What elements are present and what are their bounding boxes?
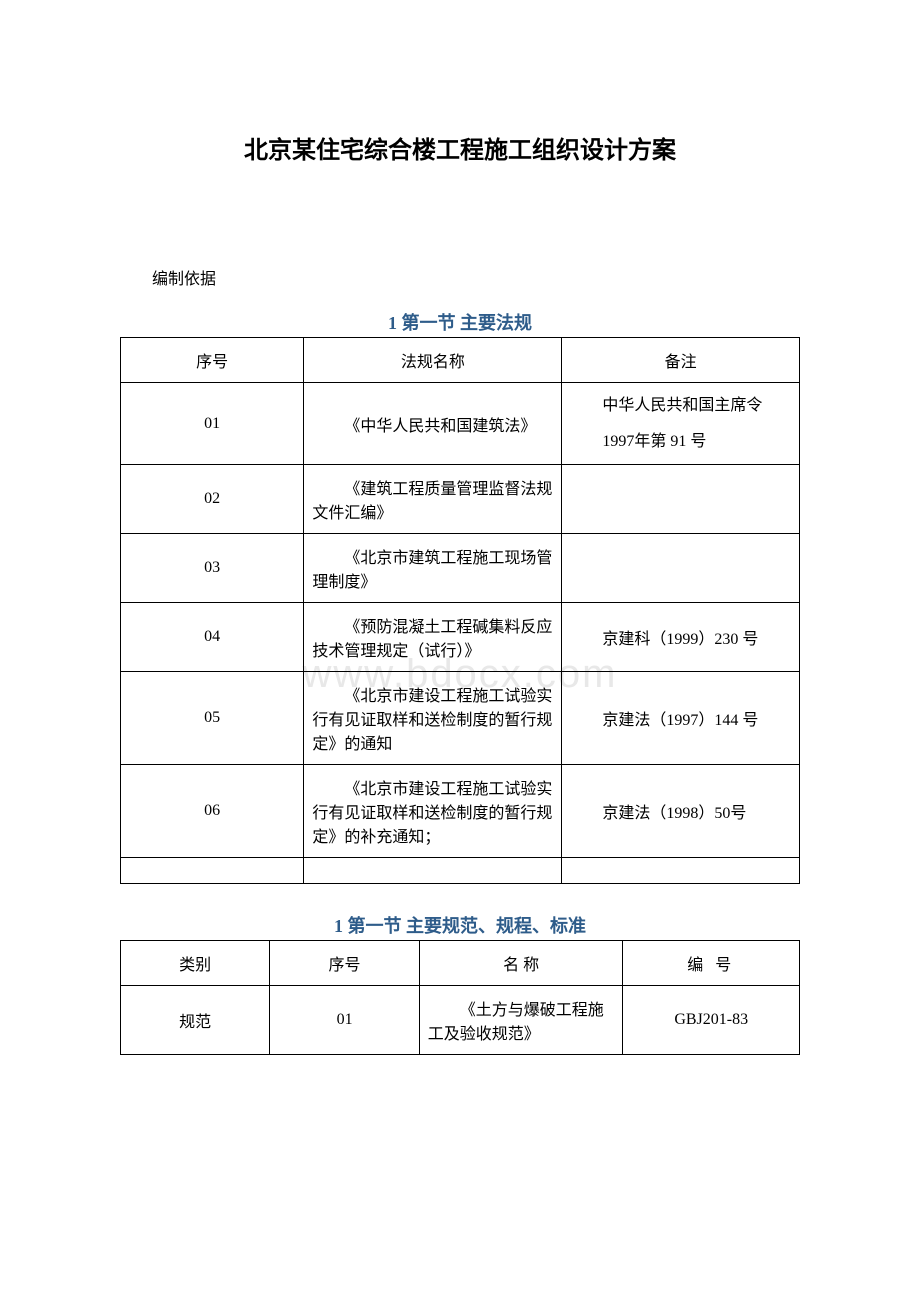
table-header-row: 序号 法规名称 备注 [121, 338, 800, 383]
cell-no: 06 [121, 765, 304, 858]
note-line2: 1997年第 91 号 [570, 429, 791, 455]
cell-no: 01 [270, 986, 419, 1055]
empty-cell [304, 858, 562, 884]
cell-note: 京建法（1998）50号 [562, 765, 800, 858]
table-header-row: 类别 序号 名 称 编 号 [121, 941, 800, 986]
cell-name: 《预防混凝土工程碱集料反应技术管理规定（试行）》 [304, 603, 562, 672]
cell-name: 《土方与爆破工程施工及验收规范》 [419, 986, 623, 1055]
table-row: 03 《北京市建筑工程施工现场管理制度》 [121, 534, 800, 603]
table-row: 规范 01 《土方与爆破工程施工及验收规范》 GBJ201-83 [121, 986, 800, 1055]
document-title: 北京某住宅综合楼工程施工组织设计方案 [120, 130, 800, 165]
header-no: 序号 [121, 338, 304, 383]
regulations-table: 序号 法规名称 备注 01 《中华人民共和国建筑法》 中华人民共和国主席令 19… [120, 337, 800, 884]
cell-no: 02 [121, 465, 304, 534]
table-row: 05 《北京市建设工程施工试验实行有见证取样和送检制度的暂行规定》的通知 京建法… [121, 672, 800, 765]
cell-note: 中华人民共和国主席令 1997年第 91 号 [562, 383, 800, 465]
cell-note [562, 534, 800, 603]
cell-no: 05 [121, 672, 304, 765]
section2-heading: 1 第一节 主要规范、规程、标准 [120, 912, 800, 938]
cell-no: 03 [121, 534, 304, 603]
header-category: 类别 [121, 941, 270, 986]
empty-cell [121, 858, 304, 884]
page-content: 北京某住宅综合楼工程施工组织设计方案 编制依据 1 第一节 主要法规 序号 法规… [120, 130, 800, 1055]
cell-no: 01 [121, 383, 304, 465]
document-subtitle: 编制依据 [120, 265, 800, 289]
cell-note [562, 465, 800, 534]
header-name: 名 称 [419, 941, 623, 986]
cell-code: GBJ201-83 [623, 986, 800, 1055]
cell-name: 《中华人民共和国建筑法》 [304, 383, 562, 465]
cell-name: 《建筑工程质量管理监督法规文件汇编》 [304, 465, 562, 534]
cell-category: 规范 [121, 986, 270, 1055]
cell-name: 《北京市建设工程施工试验实行有见证取样和送检制度的暂行规定》的通知 [304, 672, 562, 765]
section1-heading: 1 第一节 主要法规 [120, 309, 800, 335]
table-row: 01 《中华人民共和国建筑法》 中华人民共和国主席令 1997年第 91 号 [121, 383, 800, 465]
cell-name: 《北京市建设工程施工试验实行有见证取样和送检制度的暂行规定》的补充通知； [304, 765, 562, 858]
table-row-empty [121, 858, 800, 884]
note-line1: 中华人民共和国主席令 [570, 393, 791, 419]
standards-table: 类别 序号 名 称 编 号 规范 01 《土方与爆破工程施工及验收规范》 GBJ… [120, 940, 800, 1055]
cell-name: 《北京市建筑工程施工现场管理制度》 [304, 534, 562, 603]
header-no: 序号 [270, 941, 419, 986]
table-row: 04 《预防混凝土工程碱集料反应技术管理规定（试行）》 京建科（1999）230… [121, 603, 800, 672]
cell-note: 京建法（1997）144 号 [562, 672, 800, 765]
header-note: 备注 [562, 338, 800, 383]
table-row: 06 《北京市建设工程施工试验实行有见证取样和送检制度的暂行规定》的补充通知； … [121, 765, 800, 858]
header-name: 法规名称 [304, 338, 562, 383]
cell-no: 04 [121, 603, 304, 672]
empty-cell [562, 858, 800, 884]
header-code: 编 号 [623, 941, 800, 986]
table-row: 02 《建筑工程质量管理监督法规文件汇编》 [121, 465, 800, 534]
cell-note: 京建科（1999）230 号 [562, 603, 800, 672]
